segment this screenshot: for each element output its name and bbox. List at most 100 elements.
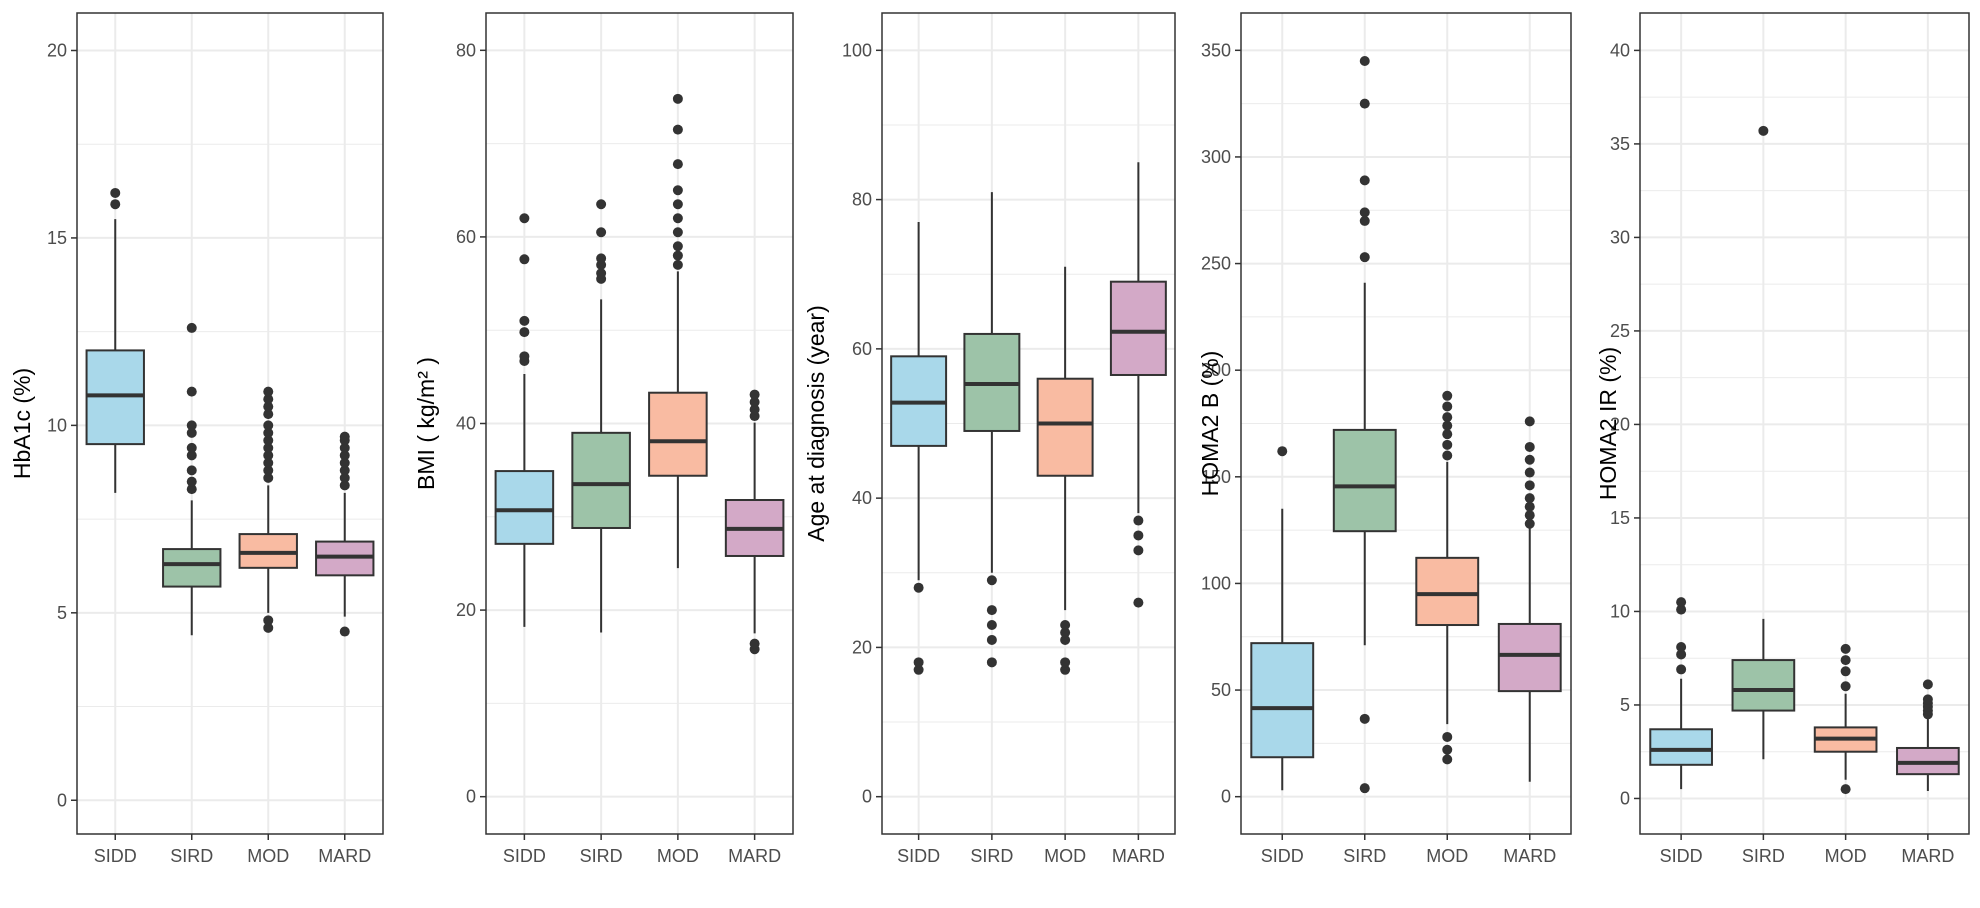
box-mod — [648, 391, 708, 477]
outlier-point — [1133, 515, 1144, 526]
outlier-point — [672, 250, 683, 261]
outlier-point — [263, 435, 274, 446]
outlier-point — [1060, 634, 1071, 645]
box-mard — [1497, 622, 1562, 693]
outlier-point — [1758, 125, 1769, 136]
y-tick-label: 20 — [456, 600, 476, 620]
y-tick-label: 0 — [57, 790, 67, 810]
x-tick-label-sidd: SIDD — [897, 846, 940, 866]
y-axis-title: HbA1c (%) — [9, 368, 35, 479]
outlier-point — [1840, 643, 1851, 654]
y-tick-label: 100 — [842, 40, 872, 60]
outlier-point — [749, 404, 760, 415]
y-tick-label: 5 — [57, 603, 67, 623]
outlier-point — [1840, 681, 1851, 692]
outlier-point — [1840, 784, 1851, 795]
x-tick-label-mard: MARD — [1503, 846, 1556, 866]
x-tick-label-sidd: SIDD — [1261, 846, 1304, 866]
outlier-point — [339, 457, 350, 468]
outlier-point — [1442, 420, 1453, 431]
x-tick-label-sird: SIRD — [1343, 846, 1386, 866]
outlier-point — [186, 442, 197, 453]
outlier-point — [596, 199, 607, 210]
outlier-point — [519, 327, 530, 338]
outlier-point — [1922, 694, 1933, 705]
box-sidd — [1649, 728, 1713, 766]
outlier-point — [339, 465, 350, 476]
y-tick-label: 0 — [1620, 788, 1630, 808]
outlier-point — [749, 638, 760, 649]
outlier-point — [1359, 98, 1370, 109]
outlier-point — [672, 199, 683, 210]
outlier-point — [263, 427, 274, 438]
panel-frame — [1240, 12, 1572, 835]
outlier-point — [1359, 783, 1370, 794]
y-tick-label: 300 — [1201, 147, 1231, 167]
outlier-point — [263, 386, 274, 397]
y-tick-label: 15 — [1610, 508, 1630, 528]
outlier-point — [749, 389, 760, 400]
outlier-point — [110, 199, 121, 210]
outlier-point — [1359, 713, 1370, 724]
outlier-point — [339, 626, 350, 637]
outlier-point — [263, 465, 274, 476]
outlier-point — [519, 254, 530, 265]
y-tick-label: 40 — [456, 414, 476, 434]
x-tick-label-mod: MOD — [657, 846, 699, 866]
outlier-point — [1442, 744, 1453, 755]
y-tick-label: 0 — [862, 787, 872, 807]
outlier-point — [263, 450, 274, 461]
outlier-point — [672, 124, 683, 135]
outlier-point — [913, 664, 924, 675]
box-sird — [571, 431, 631, 529]
outlier-point — [1524, 441, 1535, 452]
panel-frame — [1639, 12, 1970, 835]
outlier-point — [986, 634, 997, 645]
outlier-point — [986, 620, 997, 631]
panel-frame — [881, 12, 1176, 835]
outlier-point — [672, 227, 683, 238]
y-tick-label: 20 — [47, 40, 67, 60]
outlier-point — [1524, 480, 1535, 491]
outlier-point — [1442, 754, 1453, 765]
outlier-point — [186, 386, 197, 397]
y-tick-label: 50 — [1211, 680, 1231, 700]
outlier-point — [1442, 429, 1453, 440]
outlier-point — [1359, 252, 1370, 263]
outlier-point — [186, 420, 197, 431]
x-tick-label-mard: MARD — [318, 846, 371, 866]
y-tick-label: 5 — [1620, 695, 1630, 715]
y-tick-label: 20 — [1610, 414, 1630, 434]
outlier-point — [672, 213, 683, 224]
outlier-point — [1277, 446, 1288, 457]
x-tick-label-sidd: SIDD — [503, 846, 546, 866]
outlier-point — [1442, 401, 1453, 412]
outlier-point — [1524, 510, 1535, 521]
outlier-point — [1359, 215, 1370, 226]
outlier-point — [1359, 175, 1370, 186]
outlier-point — [1676, 604, 1687, 615]
outlier-point — [1524, 493, 1535, 504]
x-tick-label-mard: MARD — [1112, 846, 1165, 866]
x-tick-label-sidd: SIDD — [94, 846, 137, 866]
outlier-point — [596, 268, 607, 279]
outlier-point — [519, 315, 530, 326]
box-sidd — [1250, 642, 1315, 759]
outlier-point — [339, 450, 350, 461]
outlier-point — [263, 622, 274, 633]
outlier-point — [186, 427, 197, 438]
panel-4: 0 50 100 150 200 250 300 350 SIDD SIRD MOD MARD HOMA… — [1197, 12, 1572, 866]
y-tick-label: 80 — [852, 190, 872, 210]
outlier-point — [596, 227, 607, 238]
x-tick-label-sird: SIRD — [170, 846, 213, 866]
outlier-point — [986, 575, 997, 586]
y-tick-label: 350 — [1201, 40, 1231, 60]
outlier-point — [1060, 657, 1071, 668]
outlier-point — [1442, 450, 1453, 461]
panel-5: 0 5 10 15 20 25 30 35 40 SIDD SIRD MOD MARD HOMA2 IR … — [1595, 12, 1970, 866]
box-sird — [1332, 428, 1397, 533]
outlier-point — [1524, 501, 1535, 512]
outlier-point — [596, 253, 607, 264]
outlier-point — [1133, 530, 1144, 541]
box-sidd — [494, 470, 555, 545]
